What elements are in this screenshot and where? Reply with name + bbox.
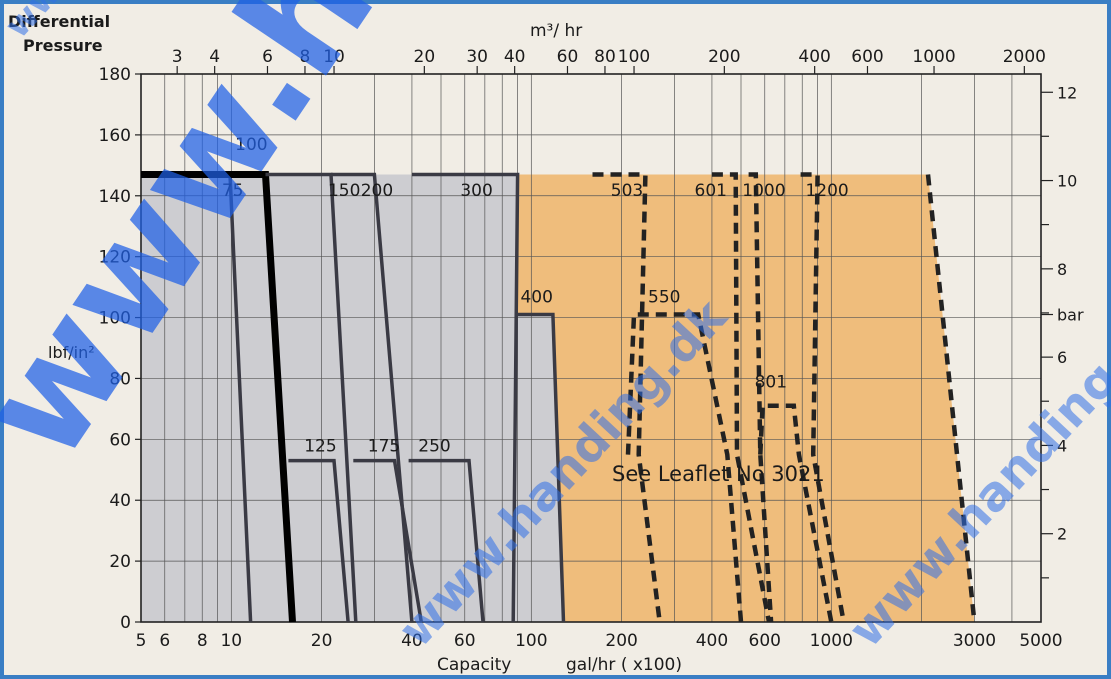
model-label: 300 <box>460 181 492 201</box>
model-curve-175 <box>353 458 424 623</box>
top-tick-label: 100 <box>618 47 650 67</box>
y-tick-label: 80 <box>109 369 131 389</box>
model-label: 150 <box>328 181 360 201</box>
x-tick-label: 5 <box>136 631 147 651</box>
y-tick-label: 120 <box>99 248 131 268</box>
y-tick-label: 20 <box>109 552 131 572</box>
y-tick-label: 0 <box>120 613 131 633</box>
model-label: 400 <box>520 287 552 307</box>
model-curve-400 <box>517 312 566 623</box>
top-tick-label: 8 <box>300 47 311 67</box>
top-tick-label: 400 <box>798 47 830 67</box>
model-curve-250 <box>408 458 485 623</box>
model-label: 1000 <box>742 181 785 201</box>
left-axis-title: Pressure <box>23 36 103 55</box>
y-tick-label: 140 <box>99 187 131 207</box>
model-label: 550 <box>648 287 680 307</box>
top-axis-unit: m³/ hr <box>530 21 582 41</box>
top-tick-label: 6 <box>262 47 273 67</box>
right-tick-label: 6 <box>1057 348 1067 367</box>
top-tick-label: 3 <box>172 47 183 67</box>
x-tick-label: 100 <box>515 631 547 651</box>
model-curve-550 <box>625 312 744 623</box>
leaflet-note: See Leaflet No 3021 <box>612 462 825 486</box>
x-tick-label: 40 <box>401 631 423 651</box>
x-axis-unit: gal/hr ( x100) <box>566 655 682 675</box>
y-tick-label: 60 <box>109 430 131 450</box>
x-tick-label: 400 <box>696 631 728 651</box>
model-label: 200 <box>361 181 393 201</box>
x-tick-label: 8 <box>197 631 208 651</box>
top-tick-label: 600 <box>851 47 883 67</box>
right-tick-label: 8 <box>1057 260 1067 279</box>
top-tick-label: 80 <box>594 47 616 67</box>
model-label: 601 <box>695 181 727 201</box>
model-label: 75 <box>222 181 244 201</box>
model-label: 801 <box>755 373 787 393</box>
right-tick-label: 2 <box>1057 525 1067 544</box>
x-tick-label: 20 <box>311 631 333 651</box>
model-curve-125 <box>288 458 350 623</box>
x-tick-label: 3000 <box>953 631 996 651</box>
y-tick-label: 100 <box>99 309 131 329</box>
model-label: 503 <box>611 181 643 201</box>
model-curve-601 <box>711 172 772 623</box>
top-tick-label: 2000 <box>1003 47 1046 67</box>
x-tick-label: 1000 <box>810 631 853 651</box>
left-axis-unit: lbf/in² <box>48 343 95 362</box>
top-tick-label: 40 <box>504 47 526 67</box>
model-curve-1200 <box>800 172 846 623</box>
x-tick-label: 600 <box>749 631 781 651</box>
x-tick-label: 60 <box>454 631 476 651</box>
x-tick-label: 5000 <box>1019 631 1062 651</box>
model-label: 125 <box>304 437 336 457</box>
top-tick-label: 200 <box>708 47 740 67</box>
model-curve-300 <box>411 172 520 623</box>
model-curve-503 <box>592 172 662 623</box>
model-label: 1200 <box>805 181 848 201</box>
x-tick-label: 6 <box>159 631 170 651</box>
plot-frame <box>140 73 1042 623</box>
model-curve-801 <box>758 403 834 623</box>
right-tick-label: 10 <box>1057 172 1077 191</box>
top-tick-label: 4 <box>209 47 220 67</box>
right-tick-label: 12 <box>1057 83 1077 102</box>
right-tick-label: 4 <box>1057 436 1067 455</box>
model-label: 100 <box>235 135 267 155</box>
model-label: 175 <box>368 437 400 457</box>
x-axis-label: Capacity <box>437 655 511 675</box>
left-axis-title: Differential <box>8 12 110 31</box>
region-orange <box>517 174 975 622</box>
model-curve-200 <box>331 172 414 623</box>
model-curve-boundary <box>925 174 977 623</box>
x-tick-label: 200 <box>605 631 637 651</box>
top-tick-label: 1000 <box>912 47 955 67</box>
right-axis-unit: bar <box>1057 306 1084 325</box>
top-tick-label: 60 <box>557 47 579 67</box>
model-label: 250 <box>418 437 450 457</box>
top-tick-label: 10 <box>323 47 345 67</box>
x-tick-label: 10 <box>220 631 242 651</box>
top-tick-label: 30 <box>466 47 488 67</box>
y-tick-label: 40 <box>109 491 131 511</box>
top-tick-label: 20 <box>414 47 436 67</box>
model-curve-1000 <box>748 172 774 623</box>
y-tick-label: 180 <box>99 65 131 85</box>
y-tick-label: 160 <box>99 126 131 146</box>
